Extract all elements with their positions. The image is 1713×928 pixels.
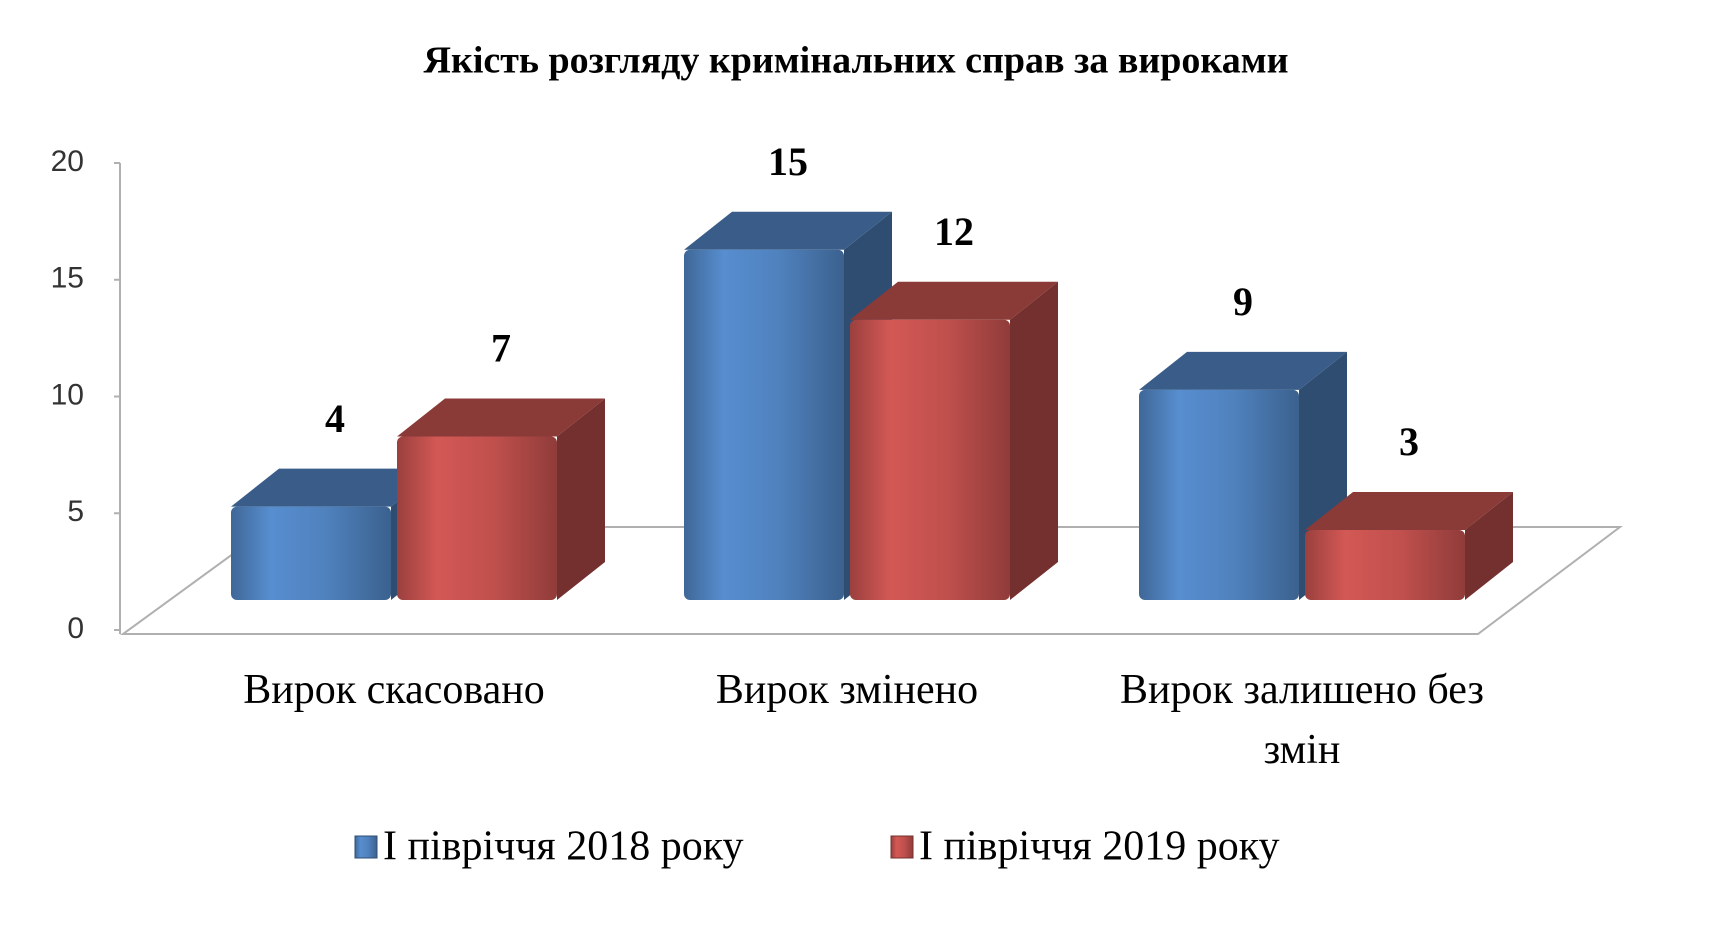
bar-front: [684, 249, 844, 600]
bar-top: [850, 281, 1058, 320]
x-tick-label: Вирок скасовано: [243, 667, 545, 713]
data-label: 7: [491, 326, 511, 371]
y-tick-label: 0: [67, 612, 84, 645]
y-tick-label: 15: [51, 262, 84, 295]
bar-top: [684, 211, 892, 250]
data-label: 9: [1233, 279, 1253, 324]
data-label: 3: [1399, 419, 1419, 464]
bar-top: [1139, 351, 1347, 390]
data-label: 15: [768, 139, 808, 184]
bar: [1305, 491, 1513, 600]
legend-label: І півріччя 2019 року: [919, 824, 1280, 870]
bar-front: [397, 436, 557, 600]
bar-front: [1139, 389, 1299, 600]
bar-side: [1465, 491, 1513, 600]
bar-front: [1305, 529, 1465, 600]
x-tick-label: Вирок змінено: [715, 667, 979, 713]
bar: [397, 398, 605, 600]
bar-side: [557, 398, 605, 600]
y-tick-label: 20: [51, 145, 84, 178]
bar: [850, 281, 1058, 600]
chart-title: Якість розгляду кримінальних справ за ви…: [424, 40, 1289, 82]
bar-top: [1305, 491, 1513, 530]
bar-top: [397, 398, 605, 437]
legend-label: І півріччя 2018 року: [383, 824, 744, 870]
bar-front: [850, 319, 1010, 600]
legend-swatch: [354, 835, 378, 859]
y-tick-label: 10: [51, 378, 84, 411]
floor: [119, 526, 1623, 635]
data-label: 12: [934, 209, 974, 254]
y-tick-label: 5: [67, 495, 84, 528]
bar-side: [1010, 281, 1058, 600]
bar-top: [231, 468, 439, 507]
x-tick-label: Вирок залишено без змін: [1120, 667, 1484, 773]
legend-swatch: [890, 835, 914, 859]
data-label: 4: [325, 396, 345, 441]
bar-front: [231, 506, 391, 600]
